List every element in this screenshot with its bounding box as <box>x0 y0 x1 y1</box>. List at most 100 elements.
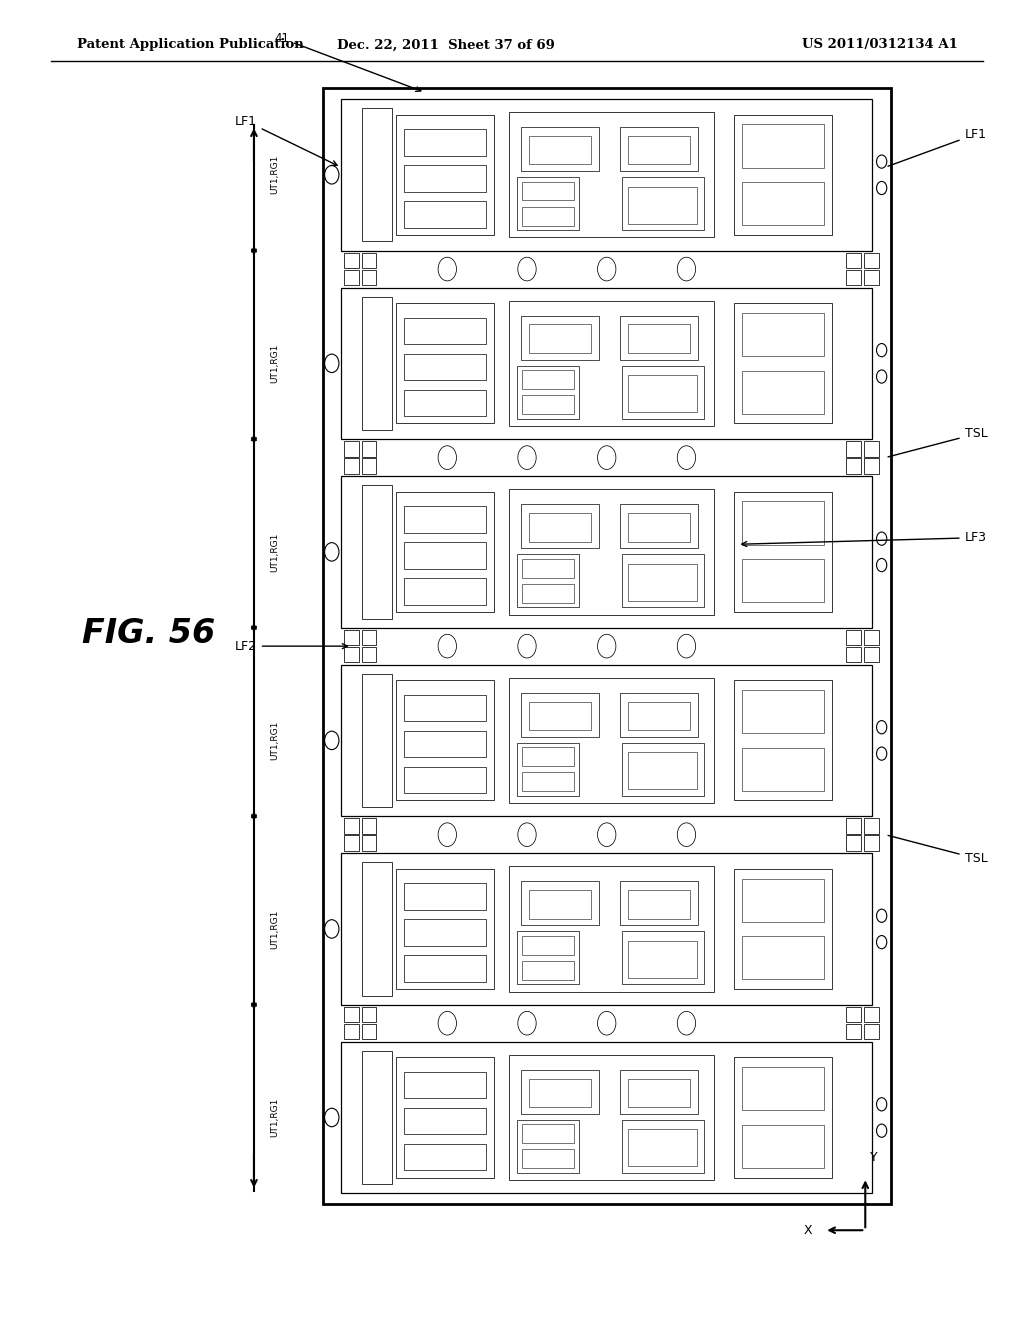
Bar <box>863 1007 879 1023</box>
Bar <box>863 836 879 851</box>
Text: UT1,RG1: UT1,RG1 <box>270 156 280 194</box>
Bar <box>522 395 573 414</box>
Bar <box>529 325 592 352</box>
Bar <box>734 492 831 612</box>
Bar <box>396 115 495 235</box>
Bar <box>404 694 486 721</box>
Text: US 2011/0312134 A1: US 2011/0312134 A1 <box>802 38 957 51</box>
Bar <box>522 1125 573 1143</box>
Bar <box>404 389 486 416</box>
Bar <box>846 818 861 834</box>
Bar <box>404 507 486 533</box>
Bar <box>361 836 377 851</box>
Bar <box>361 818 377 834</box>
Bar <box>741 879 824 921</box>
Bar <box>521 127 599 172</box>
Bar <box>846 253 861 268</box>
Bar <box>741 313 824 356</box>
Bar <box>628 701 690 730</box>
Bar <box>628 325 690 352</box>
Bar <box>404 883 486 909</box>
Bar <box>404 578 486 605</box>
Text: UT1,RG1: UT1,RG1 <box>270 909 280 949</box>
Bar <box>734 680 831 800</box>
Bar <box>863 458 879 474</box>
Bar <box>529 701 592 730</box>
Bar <box>404 731 486 758</box>
Bar <box>741 747 824 791</box>
Bar <box>629 186 697 223</box>
Bar <box>396 869 495 989</box>
Bar <box>344 269 358 285</box>
Text: Y: Y <box>869 1151 878 1164</box>
Bar <box>404 543 486 569</box>
Bar <box>863 1024 879 1039</box>
Bar <box>741 502 824 545</box>
Bar <box>522 961 573 979</box>
Text: LF3: LF3 <box>741 531 986 546</box>
Bar <box>362 108 391 242</box>
Bar <box>529 890 592 919</box>
Bar <box>741 936 824 979</box>
Text: 41: 41 <box>274 32 421 91</box>
Bar <box>628 513 690 541</box>
Bar <box>529 136 592 165</box>
Bar <box>863 630 879 645</box>
Text: UT1,RG1: UT1,RG1 <box>270 1098 280 1137</box>
Bar <box>628 136 690 165</box>
Bar <box>361 647 377 663</box>
Bar <box>522 772 573 792</box>
Bar <box>846 458 861 474</box>
Bar <box>404 201 486 227</box>
Text: TSL: TSL <box>888 428 987 457</box>
Bar <box>344 441 358 457</box>
Bar <box>344 1024 358 1039</box>
Bar <box>404 956 486 982</box>
Bar <box>846 836 861 851</box>
Bar <box>741 124 824 168</box>
Bar <box>620 693 698 737</box>
Bar <box>344 818 358 834</box>
Bar <box>517 743 579 796</box>
Bar <box>629 1130 697 1167</box>
Bar <box>404 919 486 945</box>
Bar <box>341 477 872 628</box>
Bar <box>341 99 872 251</box>
Bar <box>629 375 697 412</box>
Bar <box>741 1067 824 1110</box>
Bar <box>362 1051 391 1184</box>
Bar <box>622 177 705 230</box>
Bar <box>629 564 697 601</box>
Bar <box>396 680 495 800</box>
Bar <box>863 441 879 457</box>
Bar <box>522 583 573 603</box>
Text: UT1,RG1: UT1,RG1 <box>270 721 280 760</box>
Bar <box>522 747 573 766</box>
Bar <box>622 932 705 985</box>
Bar <box>509 1055 715 1180</box>
Bar <box>404 129 486 156</box>
Bar <box>628 890 690 919</box>
Bar <box>620 882 698 925</box>
Bar <box>344 836 358 851</box>
Bar <box>361 269 377 285</box>
Bar <box>517 366 579 418</box>
Bar <box>341 853 872 1005</box>
Bar <box>509 301 715 426</box>
Bar <box>628 1078 690 1107</box>
Bar <box>344 647 358 663</box>
Bar <box>517 1119 579 1172</box>
Bar <box>622 1119 705 1172</box>
Bar <box>846 1007 861 1023</box>
Bar <box>846 269 861 285</box>
Text: TSL: TSL <box>888 836 987 865</box>
Bar <box>521 504 599 548</box>
Bar <box>620 504 698 548</box>
Bar <box>741 371 824 413</box>
Bar <box>344 253 358 268</box>
Bar <box>404 165 486 191</box>
Bar <box>361 253 377 268</box>
Bar <box>734 304 831 424</box>
Bar <box>741 1125 824 1168</box>
Bar <box>863 647 879 663</box>
